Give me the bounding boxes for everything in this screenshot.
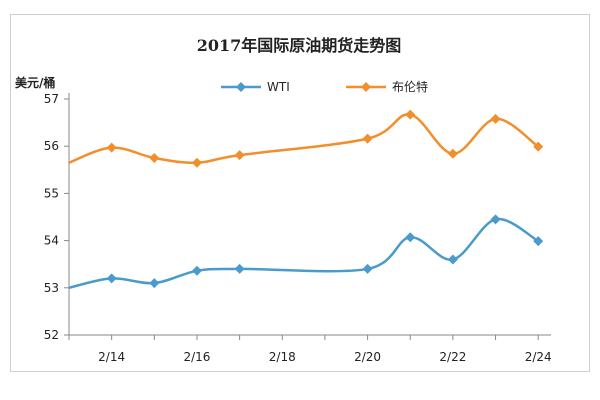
data-point-marker: [191, 265, 202, 276]
data-point-marker: [234, 263, 245, 274]
y-tick-label: 55: [44, 186, 59, 200]
y-axis-label: 美元/桶: [15, 75, 55, 90]
data-point-marker: [490, 113, 501, 124]
data-point-marker: [490, 214, 501, 225]
y-tick-label: 56: [44, 139, 59, 153]
data-point-marker: [362, 133, 373, 144]
series-group: [68, 109, 544, 290]
x-tick-labels: 2/14 2/16 2/18 2/20 2/22 2/24: [98, 350, 552, 364]
series-line: [68, 113, 539, 165]
data-point-marker: [234, 150, 245, 161]
series-brent: [68, 109, 544, 168]
data-point-marker: [191, 157, 202, 168]
line-chart: 2017年国际原油期货走势图 美元/桶 WTI 布伦特 525354555657 …: [15, 36, 552, 364]
data-point-marker: [533, 236, 544, 247]
x-tick-label: 2/18: [269, 350, 296, 364]
y-tick-label: 52: [44, 328, 59, 342]
series-line: [68, 218, 539, 290]
data-point-marker: [447, 254, 458, 265]
data-point-marker: [362, 263, 373, 274]
data-point-marker: [149, 278, 160, 289]
legend: WTI 布伦特: [221, 79, 428, 94]
data-point-marker: [405, 232, 416, 243]
x-tick-label: 2/16: [183, 350, 210, 364]
data-point-marker: [149, 153, 160, 163]
series-wti: [68, 214, 544, 290]
chart-frame: 2017年国际原油期货走势图 美元/桶 WTI 布伦特 52 53 54 55 56 57 …: [10, 14, 590, 372]
x-tick-label: 2/14: [98, 350, 125, 364]
y-tick-label: 53: [44, 281, 59, 295]
data-point-marker: [106, 142, 117, 153]
legend-label: 布伦特: [392, 79, 428, 94]
y-tick-labels: 52 53 54 55 56 57: [44, 92, 59, 342]
data-point-marker: [447, 148, 458, 159]
data-point-marker: [405, 109, 416, 120]
axes: [64, 93, 551, 340]
legend-marker: [361, 82, 371, 92]
x-tick-label: 2/24: [525, 350, 552, 364]
data-point-marker: [533, 141, 544, 152]
legend-marker: [236, 82, 246, 92]
x-tick-label: 2/20: [354, 350, 381, 364]
y-tick-label: 57: [44, 92, 59, 106]
legend-label: WTI: [267, 80, 290, 94]
x-tick-label: 2/22: [439, 350, 466, 364]
y-tick-label: 54: [44, 234, 59, 248]
data-point-marker: [106, 273, 117, 284]
chart-title: 2017年国际原油期货走势图: [197, 36, 402, 55]
